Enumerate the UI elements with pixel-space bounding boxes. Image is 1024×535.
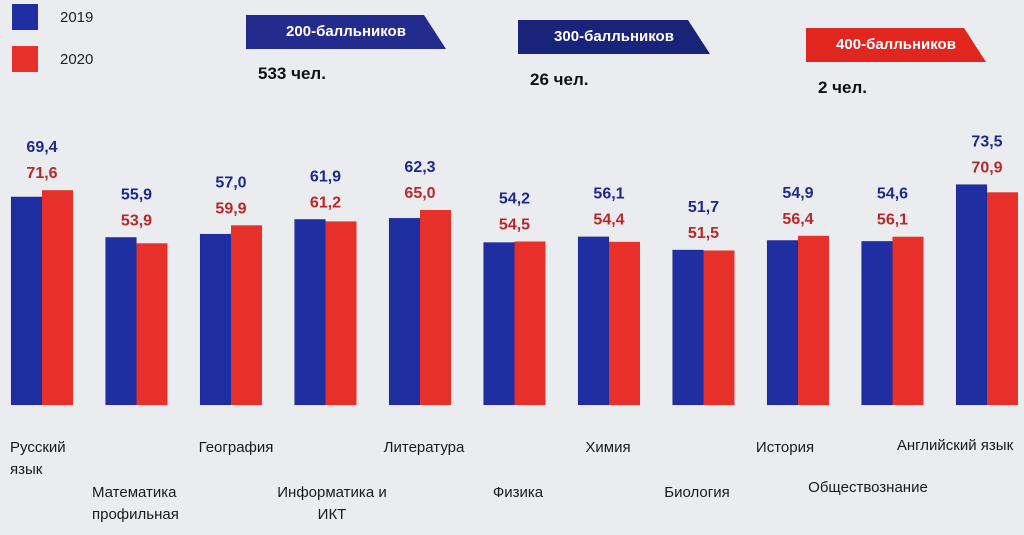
bar-2020-английский-язык bbox=[987, 192, 1018, 405]
category-label-физика: Физика bbox=[493, 484, 544, 501]
legend-item-2020: 2020 bbox=[12, 46, 93, 72]
value-label-2020-информатика-и-икт: 61,2 bbox=[310, 194, 341, 211]
value-label-2019-география: 57,0 bbox=[215, 174, 246, 191]
bar-2019-обществознание bbox=[861, 240, 893, 406]
bar-2020-русский-язык bbox=[42, 190, 73, 405]
category-label-история: История bbox=[756, 439, 814, 456]
legend-swatch-2020 bbox=[12, 46, 38, 72]
value-label-2019-физика: 54,2 bbox=[499, 191, 530, 208]
bar-2020-история bbox=[798, 235, 829, 405]
category-label-биология: Биология bbox=[664, 484, 729, 501]
bar-2019-биология bbox=[672, 249, 704, 406]
category-label-информатика-и-икт-line1: Информатика и bbox=[277, 484, 386, 501]
badge-200: 200-балльников bbox=[246, 15, 446, 49]
bar-2020-математика-профильная bbox=[136, 243, 168, 405]
value-label-2020-география: 59,9 bbox=[215, 200, 246, 217]
bar-2019-география bbox=[199, 233, 232, 406]
value-label-2019-русский-язык: 69,4 bbox=[26, 139, 57, 156]
category-label-химия: Химия bbox=[585, 439, 630, 456]
bar-2019-английский-язык bbox=[955, 184, 988, 406]
value-label-2020-русский-язык: 71,6 bbox=[26, 165, 57, 182]
badge-400-count: 2 чел. bbox=[818, 78, 868, 97]
value-label-2020-обществознание: 56,1 bbox=[877, 212, 908, 229]
badge-400: 400-балльников bbox=[806, 28, 986, 62]
category-label-русский-язык-line2: язык bbox=[10, 461, 43, 478]
value-label-2019-английский-язык: 73,5 bbox=[971, 134, 1002, 151]
category-label-математика-профильная-line1: Математика bbox=[92, 484, 177, 501]
badge-200-count: 533 чел. bbox=[258, 64, 326, 83]
value-label-2020-физика: 54,5 bbox=[499, 217, 530, 234]
category-label-английский-язык: Английский язык bbox=[897, 437, 1014, 454]
category-label-русский-язык-line1: Русский bbox=[10, 439, 66, 456]
value-label-2019-литература: 62,3 bbox=[404, 159, 435, 176]
bar-2020-литература bbox=[420, 210, 451, 405]
category-label-география: География bbox=[199, 439, 274, 456]
bar-2020-обществознание bbox=[892, 236, 924, 405]
badge-300: 300-балльников bbox=[518, 20, 710, 54]
bar-2020-информатика-и-икт bbox=[325, 221, 357, 405]
bar-2019-математика-профильная bbox=[105, 237, 137, 406]
value-label-2020-биология: 51,5 bbox=[688, 225, 719, 242]
bar-2019-литература bbox=[388, 217, 421, 406]
bar-2019-информатика-и-икт bbox=[294, 219, 326, 406]
value-label-2019-химия: 56,1 bbox=[593, 186, 624, 203]
legend-label-2019: 2019 bbox=[60, 8, 94, 26]
legend-label-2020: 2020 bbox=[60, 50, 94, 68]
bar-2019-физика bbox=[483, 242, 515, 406]
value-label-2019-информатика-и-икт: 61,9 bbox=[310, 168, 341, 185]
bar-2020-физика bbox=[514, 241, 546, 405]
bar-2019-русский-язык bbox=[10, 196, 43, 406]
bar-2020-география bbox=[231, 225, 262, 405]
value-label-2019-биология: 51,7 bbox=[688, 199, 719, 216]
value-label-2020-химия: 54,4 bbox=[593, 212, 624, 229]
value-label-2020-литература: 65,0 bbox=[404, 185, 435, 202]
value-label-2020-история: 56,4 bbox=[782, 211, 813, 228]
value-label-2019-история: 54,9 bbox=[782, 185, 813, 202]
category-label-математика-профильная-line2: профильная bbox=[92, 506, 179, 523]
legend-swatch-2019 bbox=[12, 4, 38, 30]
category-label-обществознание: Обществознание bbox=[808, 479, 928, 496]
badge-300-count: 26 чел. bbox=[530, 70, 589, 89]
bar-2020-биология bbox=[703, 250, 735, 405]
value-label-2019-математика-профильная: 55,9 bbox=[121, 186, 152, 203]
value-label-2019-обществознание: 54,6 bbox=[877, 186, 908, 203]
value-label-2020-английский-язык: 70,9 bbox=[971, 160, 1002, 177]
legend-item-2019: 2019 bbox=[12, 4, 93, 30]
category-label-информатика-и-икт-line2: ИКТ bbox=[318, 506, 347, 523]
category-label-литература: Литература bbox=[384, 439, 465, 456]
value-label-2020-математика-профильная: 53,9 bbox=[121, 212, 152, 229]
bar-2020-химия bbox=[609, 241, 640, 405]
bar-2019-химия bbox=[577, 236, 610, 406]
bar-2019-история bbox=[766, 240, 799, 406]
